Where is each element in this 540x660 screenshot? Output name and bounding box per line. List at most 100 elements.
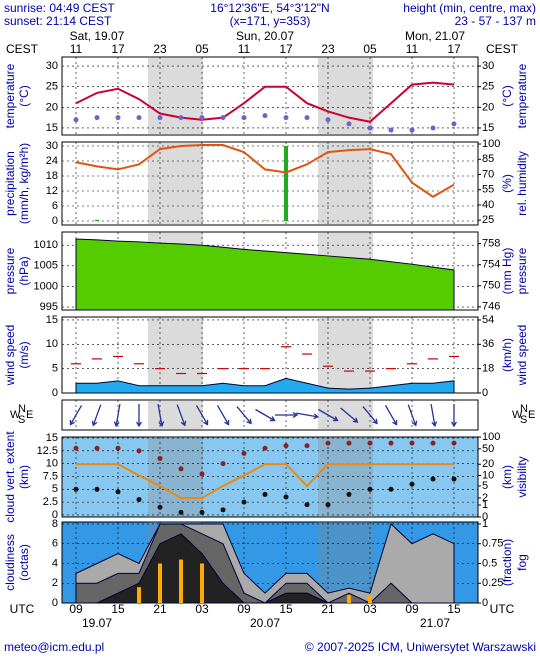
coords: 16°12'36"E, 54°3'12"N — [210, 1, 329, 15]
compass-n: N — [18, 403, 26, 415]
y-axis-label: (km) — [17, 465, 31, 489]
y-tick-label: 0 — [52, 509, 58, 521]
plot-area — [61, 141, 479, 226]
top-label: CEST — [6, 42, 39, 56]
y-tick-label: 10 — [46, 458, 58, 470]
dot — [178, 509, 184, 515]
top-hour-label: 11 — [406, 42, 419, 56]
y-tick-label: 7.5 — [43, 470, 58, 482]
top-hour-label: 17 — [111, 42, 125, 56]
wind-arrow — [255, 408, 276, 422]
line — [75, 81, 455, 123]
dot — [304, 115, 310, 121]
wind-arrow — [362, 406, 378, 425]
y2-tick-label: 754 — [482, 259, 500, 271]
dot — [367, 486, 373, 492]
plot-area — [61, 316, 479, 394]
y-tick-label: 0 — [52, 597, 58, 609]
bar — [347, 595, 351, 603]
y-axis-label: pressure — [3, 247, 17, 294]
y-tick-label: 1005 — [34, 260, 58, 272]
dot — [304, 443, 310, 449]
y-axis-label: temperature — [3, 63, 17, 128]
y2-tick-label: 5 — [482, 480, 488, 492]
wind-arrow — [69, 405, 83, 426]
y-tick-label: 15 — [46, 314, 58, 326]
y2-tick-label: 0.75 — [482, 538, 503, 550]
dot — [283, 115, 289, 121]
y2-axis-label: (km/h) — [500, 338, 514, 372]
wind-arrow — [157, 404, 165, 428]
y2-tick-label: 758 — [482, 238, 500, 250]
compass-s: S — [18, 414, 25, 426]
y2-tick-label: 750 — [482, 280, 500, 292]
compass-n: N — [520, 403, 528, 415]
dot — [136, 448, 142, 454]
top-hour-label: 05 — [195, 42, 209, 56]
top-hour-label: 23 — [153, 42, 167, 56]
y2-tick-label: 50 — [482, 443, 494, 455]
area — [75, 377, 455, 394]
y-tick-label: 10 — [46, 338, 58, 350]
footer-email: meteo@icm.edu.pl — [4, 640, 104, 654]
top-day-label: Sun, 20.07 — [236, 29, 294, 43]
top-hour-label: 23 — [321, 42, 335, 56]
wind-arrow — [430, 404, 438, 428]
bottom-label: UTC — [490, 602, 515, 616]
dot — [346, 121, 352, 127]
dot — [388, 127, 394, 133]
y-tick-label: 18 — [46, 170, 58, 182]
compass-e: E — [528, 409, 535, 421]
wind-arrow — [195, 405, 209, 426]
wind-arrow — [275, 412, 299, 418]
compass-w: W — [10, 409, 21, 421]
dot — [304, 502, 310, 508]
dot — [199, 509, 205, 515]
height: 23 - 57 - 137 m — [455, 14, 536, 28]
y2-axis-label: visibility — [515, 456, 529, 497]
top-label: CEST — [486, 42, 519, 56]
y2-tick-label: 0.5 — [482, 557, 497, 569]
y-tick-label: 30 — [46, 60, 58, 72]
y-axis-label: (hPa) — [17, 256, 31, 285]
dot — [136, 497, 142, 503]
dot — [94, 115, 100, 121]
dot — [220, 461, 226, 467]
dot — [262, 113, 268, 119]
y2-axis-label: (km) — [500, 465, 514, 489]
top-hour-label: 11 — [238, 42, 251, 56]
y2-tick-label: 100 — [482, 431, 500, 443]
night-band — [318, 142, 373, 225]
top-hour-label: 17 — [279, 42, 293, 56]
y2-tick-label: 0 — [482, 511, 488, 523]
top-hour-label: 17 — [447, 42, 461, 56]
dot — [115, 115, 121, 121]
y-tick-label: 30 — [46, 140, 58, 152]
dot — [325, 440, 331, 446]
bar — [284, 146, 288, 221]
dot — [367, 440, 373, 446]
bar — [368, 595, 372, 603]
bottom-day-label: 19.07 — [82, 616, 112, 630]
dot — [346, 491, 352, 497]
bottom-hour-label: 09 — [69, 602, 83, 616]
dot — [325, 117, 331, 123]
y2-tick-label: 0.25 — [482, 577, 503, 589]
y2-axis-label: (%) — [500, 174, 514, 193]
y-tick-label: 1010 — [34, 239, 58, 251]
bar — [95, 219, 99, 221]
dot — [283, 494, 289, 500]
y-tick-label: 15 — [46, 122, 58, 134]
wind-arrow — [113, 404, 121, 428]
y2-tick-label: 70 — [482, 168, 494, 180]
y2-tick-label: 0 — [482, 597, 488, 609]
dot — [94, 486, 100, 492]
y2-axis-label: (mm Hg) — [500, 248, 514, 295]
dot — [136, 115, 142, 121]
y2-tick-label: 30 — [482, 60, 494, 72]
top-day-label: Sat, 19.07 — [70, 29, 125, 43]
dot — [346, 440, 352, 446]
header: sunrise: 04:49 CEST sunset: 21:14 CEST 1… — [4, 1, 536, 28]
dot — [241, 450, 247, 456]
bar — [137, 587, 141, 603]
